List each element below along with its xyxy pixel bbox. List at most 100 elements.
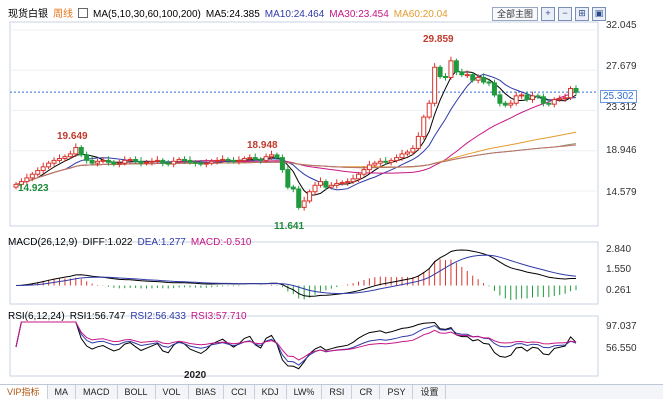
main-chart-select[interactable]: 全部主图 [492, 7, 539, 21]
candle-body [198, 162, 204, 165]
macd-title[interactable]: MACD(26,12,9) [8, 237, 78, 248]
zoom-out-icon[interactable]: − [558, 7, 573, 21]
candle-body [247, 157, 253, 160]
macd-value: MACD:-0.510 [190, 237, 252, 248]
tab-cci[interactable]: CCI [224, 385, 255, 399]
candle-body [317, 181, 323, 186]
tab-vol[interactable]: VOL [156, 385, 189, 399]
candle-body [366, 164, 372, 171]
annotation-low-left: 14.923 [18, 183, 49, 194]
zoom-in-icon[interactable]: + [541, 7, 556, 21]
candle-body [220, 158, 226, 161]
candle-body [394, 157, 400, 161]
candle-body [502, 102, 508, 106]
candle-body [149, 160, 155, 163]
expand-icon[interactable]: ⊞ [575, 7, 590, 21]
macd-diff-line [15, 249, 576, 297]
candle-body [475, 76, 481, 81]
rsi-title[interactable]: RSI(6,12,24) [8, 311, 65, 322]
candles [13, 56, 579, 211]
tab-settings[interactable]: 设置 [413, 385, 447, 399]
candle-body [67, 153, 73, 158]
rsi-panel-frame [9, 315, 599, 377]
candle-body [62, 156, 68, 160]
candle-body [18, 181, 24, 185]
candle-body [388, 159, 394, 163]
y-tick: 14.579 [606, 187, 637, 198]
candle-body [415, 135, 421, 149]
candle-body [377, 160, 383, 164]
tab-psy[interactable]: PSY [380, 385, 414, 399]
tab-cr[interactable]: CR [352, 385, 381, 399]
candle-body [530, 95, 536, 101]
ma200-line [15, 144, 577, 185]
candle-body [350, 178, 356, 183]
candle-body [116, 162, 122, 165]
ma-params[interactable]: MA(5,10,30,60,100,200) [93, 9, 201, 20]
candle-body [285, 169, 291, 188]
macd-plot [15, 249, 577, 300]
candle-body [78, 146, 84, 156]
annotation-low: 11.641 [274, 221, 305, 232]
annotation-high: 29.859 [423, 34, 454, 45]
candle-body [258, 158, 264, 161]
rsi-header: RSI(6,12,24) RSI1:56.747 RSI2:56.433 RSI3:5… [8, 311, 252, 322]
candle-body [236, 159, 242, 162]
candle-body [171, 160, 177, 165]
candle-body [307, 191, 313, 202]
candle-body [46, 162, 52, 168]
candle-body [279, 157, 285, 171]
ma5-value: MA5:24.385 [205, 9, 260, 20]
tab-lw[interactable]: LW% [287, 385, 323, 399]
candle-body [301, 200, 307, 208]
tab-vip[interactable]: VIP指标 [0, 385, 48, 399]
candle-body [508, 102, 514, 106]
ma30-line [15, 91, 577, 185]
tab-rsi[interactable]: RSI [322, 385, 353, 399]
chart-header: 现货白银 周线 MA(5,10,30,60,100,200) MA5:24.385 MA… [8, 5, 453, 20]
candle-body [263, 156, 269, 161]
rsi3-line [15, 321, 577, 361]
candle-body [56, 158, 62, 161]
tab-ma[interactable]: MA [48, 385, 77, 399]
candle-body [154, 159, 160, 162]
candle-body [459, 71, 465, 76]
candle-body [13, 183, 19, 188]
candle-body [89, 159, 95, 164]
macd-diff: DIFF:1.022 [82, 237, 133, 248]
indicator-tabs: VIP指标 MA MACD BOLL VOL BIAS CCI KDJ LW% … [0, 384, 663, 399]
candle-body [568, 87, 574, 99]
chart-toolbar: 全部主图 + − ⊞ ▣ [492, 7, 607, 21]
price-panel-frame [9, 21, 599, 227]
current-price-tag: 25.302 [600, 90, 637, 103]
candle-body [95, 160, 101, 164]
layout-icon[interactable]: ▣ [592, 7, 607, 21]
candle-body [540, 96, 546, 104]
candle-body [383, 160, 389, 163]
candle-body [328, 184, 334, 188]
candle-body [138, 160, 144, 164]
rsi2-value: RSI2:56.433 [130, 311, 186, 322]
candle-body [143, 161, 149, 164]
macd-header: MACD(26,12,9) DIFF:1.022 DEA:1.277 MACD:-0.… [8, 237, 256, 248]
tab-macd[interactable]: MACD [76, 385, 118, 399]
candle-body [269, 154, 275, 158]
candle-body [356, 173, 362, 180]
candle-body [296, 188, 302, 208]
tab-kdj[interactable]: KDJ [255, 385, 287, 399]
instrument-title[interactable]: 现货白银 [8, 9, 48, 20]
candle-body [122, 159, 128, 164]
candle-body [443, 76, 449, 79]
ma-checkbox[interactable] [78, 8, 88, 18]
tab-bias[interactable]: BIAS [189, 385, 225, 399]
candle-body [214, 159, 220, 162]
period-label[interactable]: 周线 [53, 9, 73, 20]
macd-panel-frame [9, 241, 599, 305]
candle-body [399, 153, 405, 159]
candle-body [573, 87, 579, 93]
ma60-value: MA60:20.04 [393, 9, 448, 20]
tab-boll[interactable]: BOLL [118, 385, 156, 399]
candle-body [557, 98, 563, 101]
candle-body [176, 158, 182, 162]
